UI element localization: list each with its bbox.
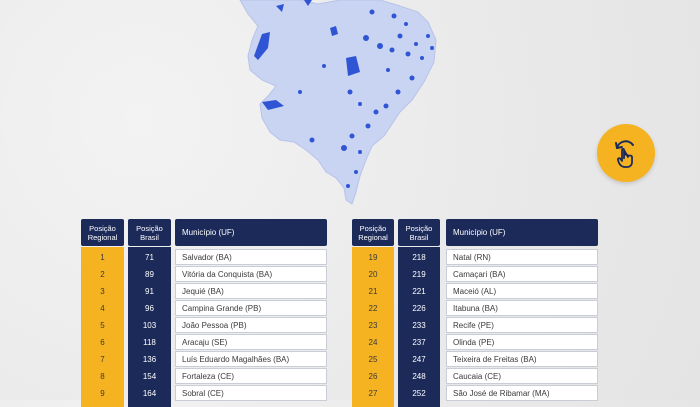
swipe-hand-icon — [615, 140, 634, 168]
municipality-cell: Recife (PE) — [446, 317, 598, 333]
brazil-position-cell: 248 — [412, 372, 426, 381]
header-municipality: Município (UF) — [446, 219, 598, 246]
brazil-position-cell: 218 — [412, 253, 426, 262]
municipality-cell: Maceió (AL) — [446, 283, 598, 299]
brazil-position-cell: 118 — [143, 338, 156, 347]
brazil-position-cell: 89 — [145, 270, 154, 279]
regional-position-cell: 3 — [100, 287, 105, 296]
brazil-position-cell: 91 — [145, 287, 154, 296]
municipality-cell: Sobral (CE) — [175, 385, 327, 401]
regional-position-cell: 5 — [100, 321, 105, 330]
swipe-button[interactable] — [597, 124, 655, 182]
header-municipality: Município (UF) — [175, 219, 327, 246]
brazil-position-cell: 226 — [412, 304, 426, 313]
brazil-map-shape — [239, 0, 437, 205]
regional-position-cell: 19 — [368, 253, 378, 262]
brazil-position-cell: 247 — [412, 355, 426, 364]
municipality-cell: Luís Eduardo Magalhães (BA) — [175, 351, 327, 367]
regional-position-cell: 27 — [368, 389, 378, 398]
brazil-position-cell: 164 — [142, 389, 157, 398]
municipality-cell: Aracaju (SE) — [175, 334, 327, 350]
regional-position-cell: 26 — [368, 372, 378, 381]
header-regional-position: Posição Regional — [352, 219, 394, 246]
brazil-position-cell: 71 — [145, 253, 154, 262]
municipality-cell: Natal (RN) — [446, 249, 598, 265]
municipality-cell: João Pessoa (PB) — [175, 317, 327, 333]
regional-position-cell: 4 — [100, 304, 105, 313]
brazil-position-cell: 252 — [412, 389, 426, 398]
regional-position-cell: 24 — [368, 338, 378, 347]
brazil-position-cell: 154 — [142, 372, 157, 381]
regional-position-cell: 8 — [100, 372, 105, 381]
brazil-position-cell: 96 — [145, 304, 154, 313]
brazil-position-cell: 233 — [412, 321, 426, 330]
municipality-cell: Camaçari (BA) — [446, 266, 598, 282]
regional-position-cell: 22 — [368, 304, 378, 313]
municipality-cell: Vitória da Conquista (BA) — [175, 266, 327, 282]
regional-position-cell: 7 — [100, 355, 105, 364]
regional-column — [352, 247, 394, 407]
regional-position-cell: 23 — [368, 321, 378, 330]
header-brazil-position: Posição Brasil — [128, 219, 171, 246]
regional-position-cell: 9 — [100, 389, 105, 398]
regional-position-cell: 6 — [100, 338, 105, 347]
brazil-column — [128, 247, 171, 407]
highlighted-municipalities — [254, 0, 434, 188]
brazil-position-cell: 136 — [142, 355, 157, 364]
header-regional-position: Posição Regional — [81, 219, 124, 246]
brazil-position-cell: 237 — [412, 338, 426, 347]
brazil-column — [398, 247, 440, 407]
brazil-position-cell: 221 — [412, 287, 426, 296]
brazil-map — [239, 0, 437, 205]
municipality-cell: São José de Ribamar (MA) — [446, 385, 598, 401]
municipality-cell: Itabuna (BA) — [446, 300, 598, 316]
regional-position-cell: 20 — [368, 270, 378, 279]
regional-position-cell: 25 — [368, 355, 378, 364]
brazil-position-cell: 103 — [142, 321, 157, 330]
regional-column — [81, 247, 124, 407]
regional-position-cell: 2 — [100, 270, 105, 279]
ranking-table-left: Posição Regional Posição Brasil Municípi… — [81, 219, 327, 407]
municipality-cell: Teixeira de Freitas (BA) — [446, 351, 598, 367]
municipality-cell: Salvador (BA) — [175, 249, 327, 265]
municipality-cell: Olinda (PE) — [446, 334, 598, 350]
municipality-cell: Fortaleza (CE) — [175, 368, 327, 384]
regional-position-cell: 1 — [100, 253, 105, 262]
ranking-table-right: Posição Regional Posição Brasil Municípi… — [352, 219, 598, 407]
regional-position-cell: 21 — [368, 287, 378, 296]
municipality-cell: Caucaia (CE) — [446, 368, 598, 384]
brazil-position-cell: 219 — [412, 270, 426, 279]
municipality-cell: Jequié (BA) — [175, 283, 327, 299]
municipality-cell: Campina Grande (PB) — [175, 300, 327, 316]
header-brazil-position: Posição Brasil — [398, 219, 440, 246]
